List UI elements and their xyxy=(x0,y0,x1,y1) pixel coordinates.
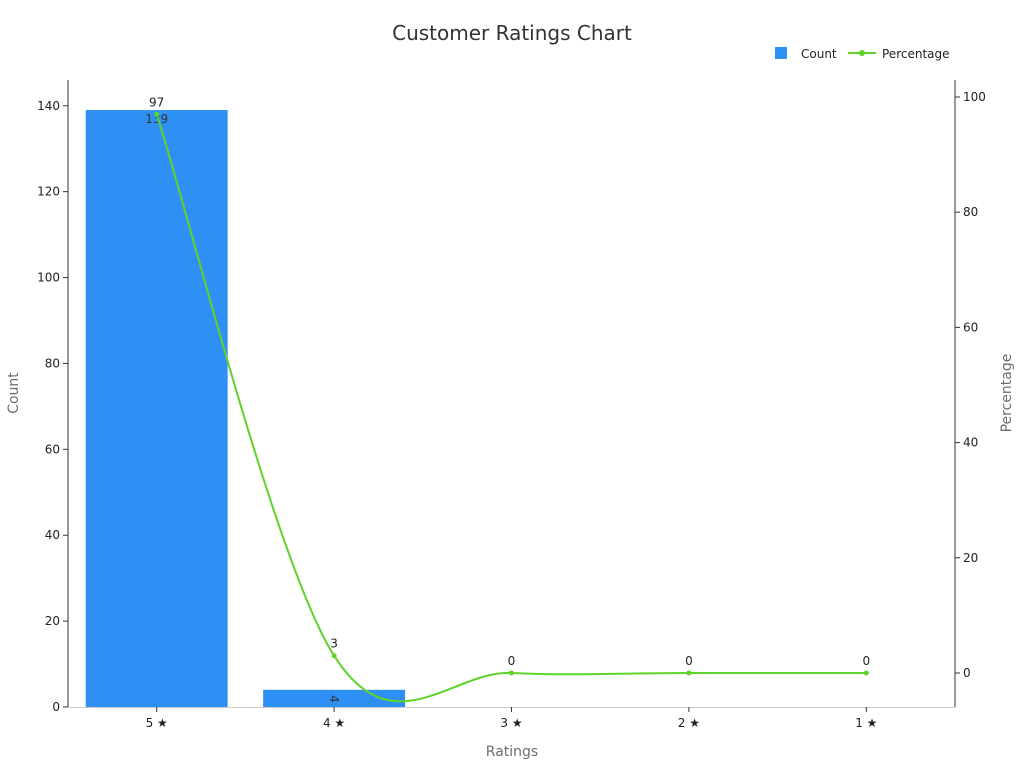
left-tick-label: 40 xyxy=(45,528,60,542)
bar-1 xyxy=(85,110,228,707)
bar-value-label: 4 xyxy=(327,695,341,703)
line-series-percentage xyxy=(155,113,867,703)
y2-axis-title: Percentage xyxy=(999,354,1015,433)
right-tick-label: 40 xyxy=(963,436,978,450)
bar-value-label: 139 xyxy=(145,112,168,126)
percentage-point-3 xyxy=(509,670,514,676)
right-tick-label: 60 xyxy=(963,320,978,334)
left-tick-label: 20 xyxy=(45,614,60,628)
bar-2 xyxy=(263,689,406,707)
right-tick-label: 20 xyxy=(963,551,978,565)
legend-label-percentage: Percentage xyxy=(882,47,950,61)
left-tick-label: 60 xyxy=(45,442,60,456)
legend-label-count: Count xyxy=(801,47,837,61)
percentage-value-label: 3 xyxy=(330,637,338,651)
x-tick-label: 5 ★ xyxy=(146,716,168,730)
x-axis-ticks: 5 ★ 4 ★ 3 ★ 2 ★ 1 ★ xyxy=(146,707,877,730)
left-tick-label: 0 xyxy=(52,700,60,714)
left-tick-label: 100 xyxy=(37,271,60,285)
legend-item-count[interactable]: Count xyxy=(775,47,837,61)
x-tick-label: 1 ★ xyxy=(855,716,877,730)
x-tick-label: 2 ★ xyxy=(678,716,700,730)
left-tick-label: 140 xyxy=(37,99,60,113)
percentage-point-2 xyxy=(331,653,337,659)
percentage-point-5 xyxy=(863,670,869,676)
left-axis-ticks: 0 20 40 60 80 100 120 140 xyxy=(37,99,68,714)
x-tick-label: 4 ★ xyxy=(323,716,345,730)
percentage-value-label: 0 xyxy=(862,654,870,668)
legend-item-percentage[interactable]: Percentage xyxy=(848,47,950,61)
legend-marker-percentage xyxy=(859,50,865,56)
percentage-points xyxy=(154,111,869,676)
left-tick-label: 120 xyxy=(37,185,60,199)
percentage-point-4 xyxy=(686,670,692,676)
right-axis-ticks: 0 20 40 60 80 100 xyxy=(955,90,986,680)
percentage-value-label: 97 xyxy=(149,95,164,109)
x-tick-label: 3 ★ xyxy=(500,716,522,730)
percentage-value-label: 0 xyxy=(508,654,516,668)
right-tick-label: 100 xyxy=(963,90,986,104)
bar-series-count xyxy=(85,110,406,707)
legend-swatch-count xyxy=(775,47,787,59)
percentage-point-1 xyxy=(154,111,160,117)
percentage-labels: 97 3 0 0 0 xyxy=(149,95,870,668)
legend: Count Percentage xyxy=(775,47,950,61)
bar-labels: 139 4 xyxy=(145,112,341,703)
chart-title: Customer Ratings Chart xyxy=(392,21,632,45)
percentage-value-label: 0 xyxy=(685,654,693,668)
left-tick-label: 80 xyxy=(45,356,60,370)
x-axis-title: Ratings xyxy=(486,744,538,760)
right-tick-label: 80 xyxy=(963,205,978,219)
right-tick-label: 0 xyxy=(963,666,971,680)
y-axis-title: Count xyxy=(6,372,22,414)
